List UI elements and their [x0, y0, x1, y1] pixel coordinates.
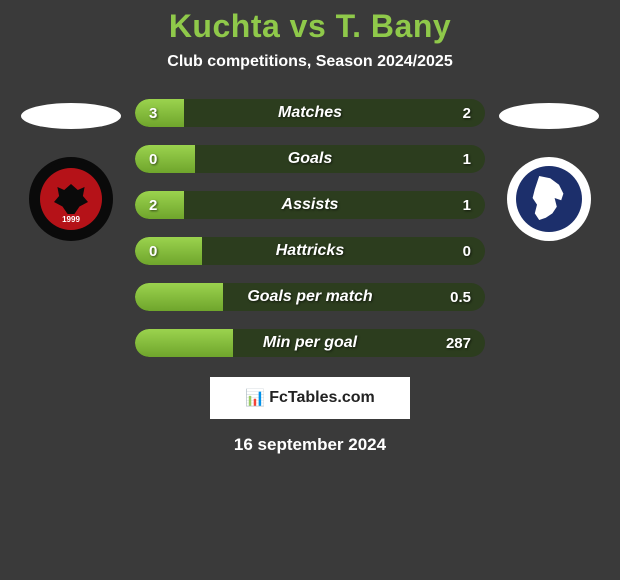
stat-row: Min per goal287 — [135, 329, 485, 357]
club-left-year: 1999 — [62, 215, 80, 224]
stat-right-value: 1 — [463, 197, 471, 214]
stat-right-value: 0.5 — [450, 289, 471, 306]
stat-label: Min per goal — [135, 334, 485, 352]
stat-row: Goals per match0.5 — [135, 283, 485, 311]
stat-right-value: 0 — [463, 243, 471, 260]
page-title: Kuchta vs T. Bany — [0, 8, 620, 45]
chart-icon: 📊 — [245, 388, 265, 408]
stat-label: Hattricks — [135, 242, 485, 260]
stat-right-value: 2 — [463, 105, 471, 122]
club-badge-right-inner — [516, 166, 582, 232]
stat-right-value: 287 — [446, 335, 471, 352]
stat-row: 2Assists1 — [135, 191, 485, 219]
main-row: 1999 3Matches20Goals12Assists10Hattricks… — [0, 99, 620, 357]
player-left-column: 1999 — [21, 99, 121, 241]
wolf-head-icon — [54, 184, 88, 214]
player-left-photo — [21, 103, 121, 129]
stat-label: Goals per match — [135, 288, 485, 306]
stat-bars: 3Matches20Goals12Assists10Hattricks0Goal… — [135, 99, 485, 357]
stat-row: 0Hattricks0 — [135, 237, 485, 265]
stat-row: 0Goals1 — [135, 145, 485, 173]
club-badge-right — [507, 157, 591, 241]
stat-row: 3Matches2 — [135, 99, 485, 127]
watermark: 📊 FcTables.com — [210, 377, 410, 419]
stat-right-value: 1 — [463, 151, 471, 168]
date-label: 16 september 2024 — [0, 435, 620, 455]
stat-label: Assists — [135, 196, 485, 214]
subtitle: Club competitions, Season 2024/2025 — [0, 53, 620, 71]
player-right-photo — [499, 103, 599, 129]
club-badge-left: 1999 — [29, 157, 113, 241]
stat-label: Matches — [135, 104, 485, 122]
player-right-column — [499, 99, 599, 241]
stat-label: Goals — [135, 150, 485, 168]
club-badge-left-inner: 1999 — [40, 168, 102, 230]
horse-head-icon — [526, 176, 570, 220]
watermark-text: FcTables.com — [269, 389, 375, 407]
comparison-card: Kuchta vs T. Bany Club competitions, Sea… — [0, 0, 620, 455]
